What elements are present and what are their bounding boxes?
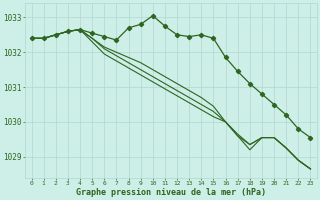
X-axis label: Graphe pression niveau de la mer (hPa): Graphe pression niveau de la mer (hPa) xyxy=(76,188,266,197)
